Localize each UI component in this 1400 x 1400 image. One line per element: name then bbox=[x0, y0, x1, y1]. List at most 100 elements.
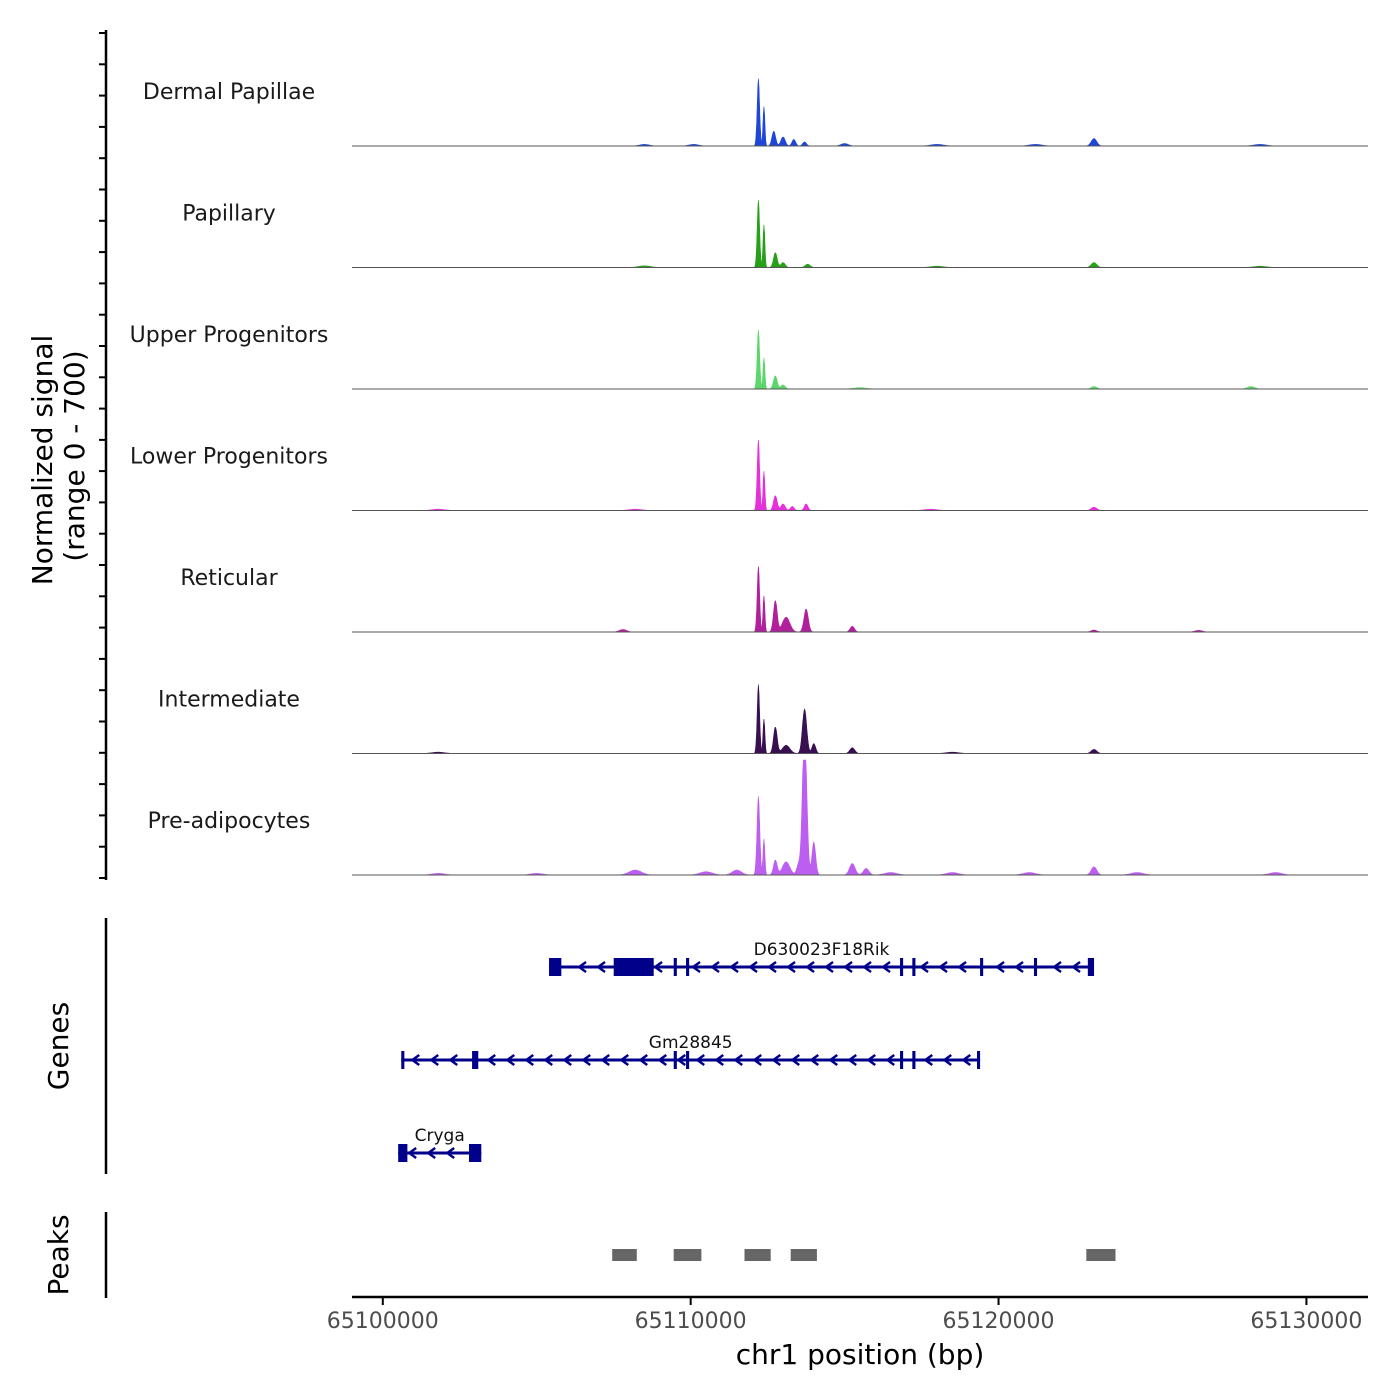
strand-arrow bbox=[880, 961, 891, 973]
gene-label: D630023F18Rik bbox=[754, 940, 890, 960]
exon bbox=[398, 1144, 408, 1162]
strand-arrow bbox=[918, 961, 929, 973]
strand-arrow bbox=[690, 961, 701, 973]
track-label: Dermal Papillae bbox=[143, 80, 315, 105]
strand-arrow bbox=[942, 1054, 952, 1066]
track-label: Upper Progenitors bbox=[130, 323, 329, 348]
genes-axis-title: Genes bbox=[42, 1002, 75, 1090]
exon bbox=[549, 958, 562, 976]
track-label: Intermediate bbox=[158, 688, 300, 713]
gene-d630023f18rik: D630023F18Rik bbox=[549, 940, 1095, 976]
strand-arrow bbox=[562, 1054, 572, 1066]
strand-arrow bbox=[445, 1147, 455, 1159]
strand-arrow bbox=[766, 961, 777, 973]
x-tick-label: 65100000 bbox=[327, 1309, 439, 1334]
signal-axis-title-line1: Normalized signal bbox=[26, 335, 59, 586]
strand-arrow bbox=[709, 961, 720, 973]
strand-arrow bbox=[1013, 961, 1024, 973]
signal-axis-title-line2: (range 0 - 700) bbox=[58, 350, 91, 561]
strand-arrow bbox=[657, 1054, 667, 1066]
strand-arrow bbox=[652, 961, 663, 973]
strand-arrow bbox=[448, 1054, 458, 1066]
exon bbox=[472, 1051, 479, 1069]
strand-arrow bbox=[486, 1054, 496, 1066]
strand-arrow bbox=[771, 1054, 781, 1066]
exon bbox=[401, 1051, 405, 1069]
strand-arrow bbox=[1070, 961, 1081, 973]
strand-arrow bbox=[407, 1147, 417, 1159]
strand-arrow bbox=[842, 961, 853, 973]
strand-arrow bbox=[676, 1054, 686, 1066]
track-pre-adipocytes: Pre-adipocytes bbox=[148, 759, 1368, 876]
track-upper-progenitors: Upper Progenitors bbox=[130, 323, 1368, 390]
exon bbox=[912, 1051, 916, 1069]
exon bbox=[976, 1051, 981, 1069]
gene-cryga: Cryga bbox=[398, 1126, 482, 1162]
gene-annotation-track: D630023F18Rik Gm28845 Cryga bbox=[398, 940, 1095, 1162]
exon bbox=[468, 1144, 482, 1162]
peak-region bbox=[612, 1249, 637, 1261]
strand-arrow bbox=[809, 1054, 819, 1066]
exon bbox=[686, 958, 690, 976]
peak-region bbox=[673, 1249, 702, 1261]
track-label: Papillary bbox=[182, 202, 276, 227]
strand-arrow bbox=[747, 961, 758, 973]
track-intermediate: Intermediate bbox=[158, 684, 1368, 754]
strand-arrow bbox=[695, 1054, 705, 1066]
strand-arrow bbox=[505, 1054, 515, 1066]
exon bbox=[613, 958, 654, 976]
exon bbox=[673, 1051, 677, 1069]
strand-arrow bbox=[804, 961, 815, 973]
strand-arrow bbox=[581, 1054, 591, 1066]
strand-arrow bbox=[885, 1054, 895, 1066]
signal-y-axis-ticks bbox=[99, 32, 106, 879]
exon bbox=[686, 1051, 690, 1069]
strand-arrow bbox=[828, 1054, 838, 1066]
strand-arrow bbox=[595, 961, 606, 973]
strand-arrow bbox=[600, 1054, 610, 1066]
strand-arrow bbox=[994, 961, 1005, 973]
exon bbox=[1033, 958, 1038, 976]
coverage-tracks: Dermal Papillae Papillary Upper Progenitor… bbox=[130, 78, 1368, 876]
strand-arrow bbox=[847, 1054, 857, 1066]
strand-arrow bbox=[410, 1054, 420, 1066]
strand-arrow bbox=[861, 961, 872, 973]
strand-arrow bbox=[1051, 961, 1062, 973]
gene-label: Cryga bbox=[415, 1126, 465, 1146]
strand-arrow bbox=[429, 1054, 439, 1066]
track-reticular: Reticular bbox=[180, 566, 1368, 633]
strand-arrow bbox=[785, 961, 796, 973]
peak-region bbox=[744, 1249, 771, 1261]
gene-gm28845: Gm28845 bbox=[401, 1033, 981, 1069]
track-label: Reticular bbox=[180, 566, 278, 591]
strand-arrow bbox=[790, 1054, 800, 1066]
track-lower-progenitors: Lower Progenitors bbox=[130, 439, 1368, 511]
track-label: Lower Progenitors bbox=[130, 445, 328, 470]
strand-arrow bbox=[733, 1054, 743, 1066]
track-dermal-papillae: Dermal Papillae bbox=[143, 78, 1368, 147]
strand-arrow bbox=[638, 1054, 648, 1066]
exon bbox=[1087, 958, 1095, 976]
peak-region bbox=[790, 1249, 817, 1261]
strand-arrow bbox=[937, 961, 948, 973]
strand-arrow bbox=[619, 1054, 629, 1066]
strand-arrow bbox=[752, 1054, 762, 1066]
gene-label: Gm28845 bbox=[649, 1033, 733, 1053]
strand-arrow bbox=[714, 1054, 724, 1066]
strand-arrow bbox=[524, 1054, 534, 1066]
exon bbox=[912, 958, 916, 976]
strand-arrow bbox=[961, 1054, 971, 1066]
peak-region bbox=[1086, 1249, 1116, 1261]
strand-arrow bbox=[426, 1147, 436, 1159]
exon bbox=[900, 1051, 904, 1069]
track-papillary: Papillary bbox=[182, 200, 1368, 268]
x-axis-title: chr1 position (bp) bbox=[736, 1338, 985, 1371]
strand-arrow bbox=[956, 961, 967, 973]
peaks-axis-title: Peaks bbox=[42, 1214, 75, 1295]
exon bbox=[900, 958, 904, 976]
exon bbox=[980, 958, 984, 976]
track-label: Pre-adipocytes bbox=[148, 809, 311, 834]
strand-arrow bbox=[923, 1054, 933, 1066]
exon bbox=[673, 958, 677, 976]
